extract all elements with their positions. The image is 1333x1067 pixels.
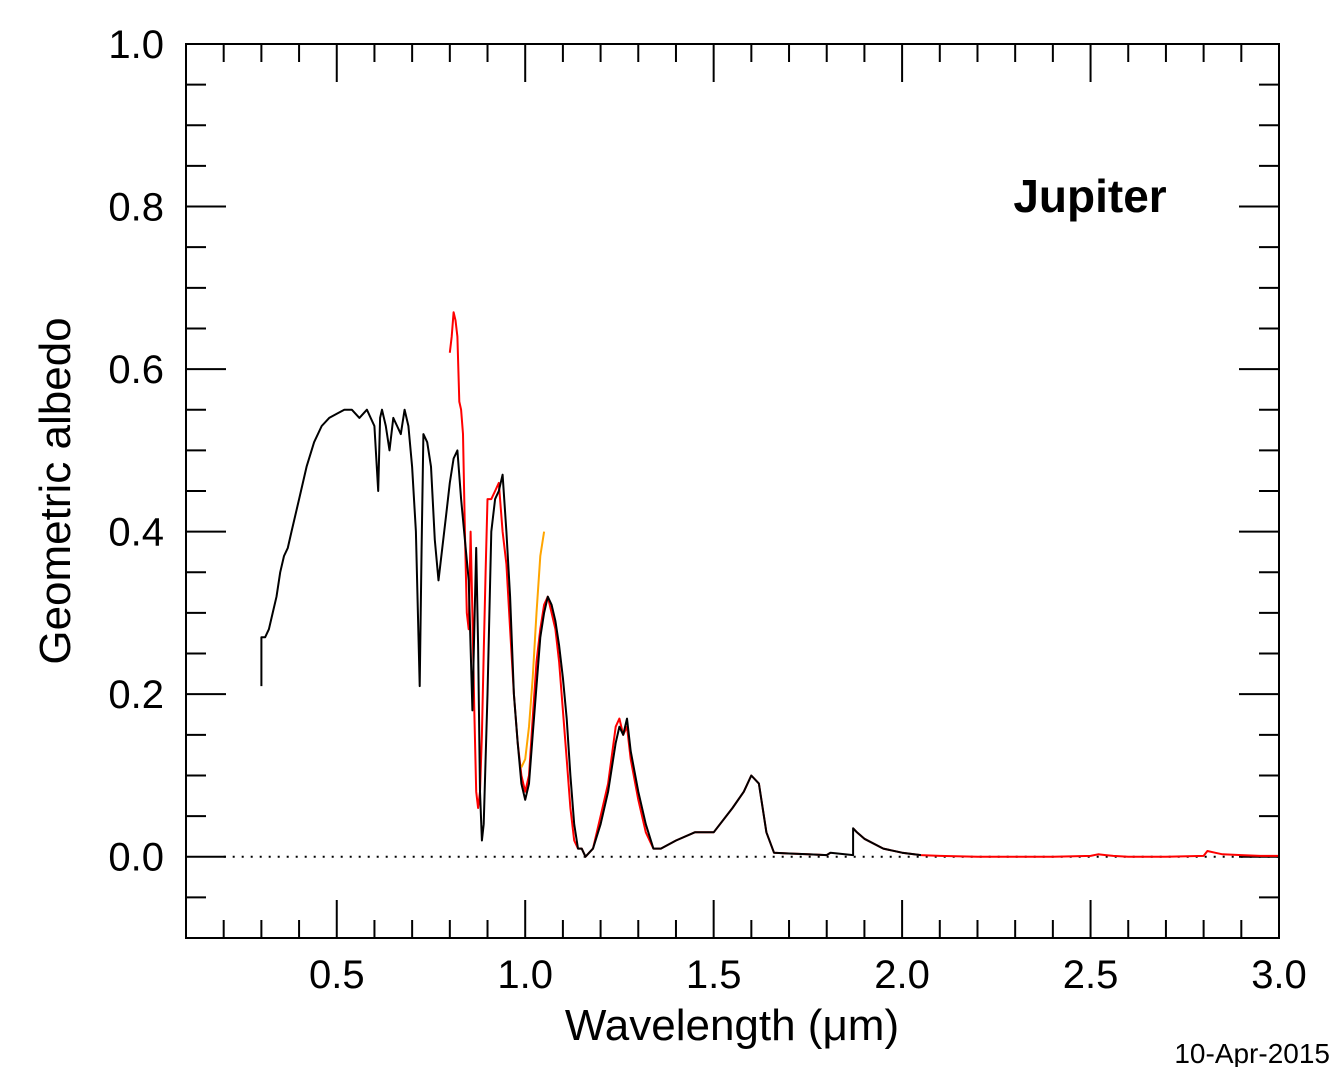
albedo-series-line-2	[520, 531, 546, 768]
y-tick-label: 1.0	[108, 23, 164, 67]
y-tick-labels: 0.0 0.2 0.4 0.6 0.8 1.0	[108, 23, 164, 880]
y-tick-label: 0.8	[108, 186, 164, 230]
y-tick-label: 0.2	[108, 673, 164, 717]
x-tick-label: 2.5	[1063, 953, 1119, 997]
x-tick-label: 0.5	[309, 953, 365, 997]
y-tick-label: 0.0	[108, 836, 164, 880]
x-tick-label: 3.0	[1251, 953, 1307, 997]
albedo-series-line-4	[260, 408, 922, 858]
planet-label: Jupiter	[1013, 170, 1166, 222]
y-axis-title: Geometric albedo	[31, 317, 80, 664]
plot-frame	[185, 43, 1280, 939]
albedo-series-line-3	[852, 827, 1279, 858]
minor-ticks	[186, 44, 1279, 938]
x-tick-label: 1.5	[686, 953, 742, 997]
y-tick-label: 0.4	[108, 511, 164, 555]
x-tick-label: 2.0	[874, 953, 930, 997]
x-tick-labels: 0.5 1.0 1.5 2.0 2.5 3.0	[309, 953, 1307, 997]
x-axis-title: Wavelength (μm)	[565, 1001, 899, 1050]
y-tick-label: 0.6	[108, 348, 164, 392]
x-tick-label: 1.0	[497, 953, 553, 997]
series-layer	[260, 311, 1279, 858]
date-stamp: 10-Apr-2015	[1174, 1038, 1330, 1067]
albedo-series-line-1	[448, 311, 832, 858]
